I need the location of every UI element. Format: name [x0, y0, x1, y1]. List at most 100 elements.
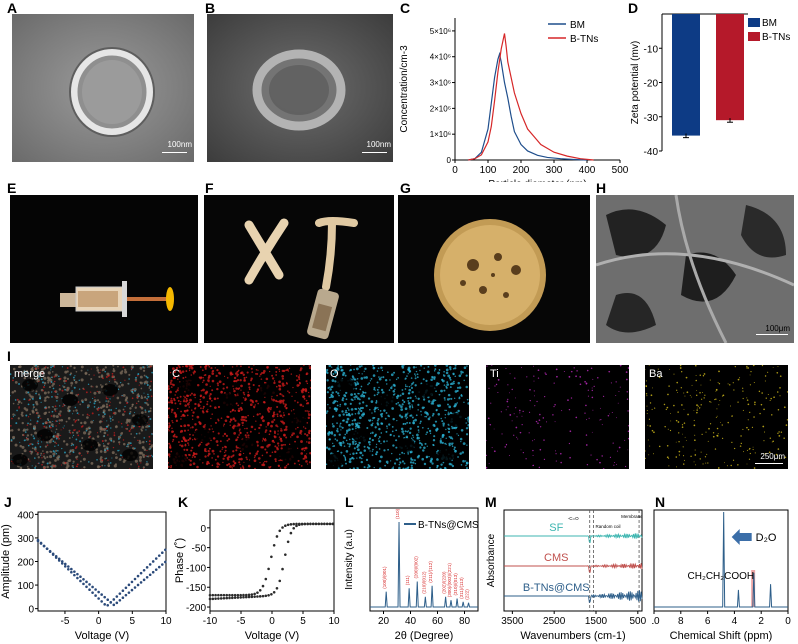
eds-o-dot	[414, 462, 417, 465]
eds-ba-dot	[758, 390, 761, 393]
eds-ti-dot	[585, 444, 588, 446]
eds-ti-dot	[584, 412, 586, 414]
eds-o-dot	[406, 375, 408, 377]
eds-merge-dot	[12, 413, 15, 416]
eds-merge-dot	[145, 441, 148, 443]
eds-merge-dot	[106, 420, 108, 422]
eds-o-dot	[347, 442, 349, 445]
eds-c-dot	[262, 371, 265, 375]
eds-ti-dot	[568, 442, 571, 445]
eds-ba-dot	[679, 367, 682, 369]
eds-merge-dot	[85, 427, 89, 431]
eds-ba-dot	[747, 367, 750, 369]
eds-merge-dot	[65, 454, 69, 458]
eds-merge-dot	[13, 438, 15, 440]
eds-merge-dot	[57, 434, 60, 437]
eds-o-dot	[367, 440, 371, 444]
eds-ti-dot	[532, 440, 534, 442]
eds-c-dot	[181, 440, 184, 443]
eds-merge-dot	[128, 430, 131, 433]
eds-ba-dot	[715, 390, 717, 392]
eds-merge-dot	[102, 411, 105, 414]
d-legend-swatch-1	[748, 32, 760, 41]
eds-c-dot	[213, 397, 217, 401]
eds-c-dot	[262, 438, 265, 441]
eds-o-dot	[387, 448, 390, 451]
eds-c-dot	[229, 410, 232, 413]
eds-o-dot	[354, 440, 357, 443]
eds-ti-dot	[486, 365, 488, 367]
eds-o-dot	[341, 397, 345, 400]
eds-o-dot	[416, 376, 419, 379]
eds-ba-dot	[703, 373, 706, 375]
eds-c-dot	[242, 452, 245, 455]
eds-ba-dot	[767, 394, 769, 396]
eds-o-dot	[336, 368, 340, 371]
eds-ti-dot	[486, 466, 488, 469]
eds-o-dot	[365, 376, 368, 379]
eds-c-dot	[188, 437, 192, 440]
eds-ba-dot	[701, 433, 703, 436]
eds-merge-pore	[22, 379, 38, 391]
eds-merge-dot	[140, 462, 142, 464]
eds-o-dot	[345, 411, 348, 414]
eds-ba-dot	[709, 379, 711, 381]
eds-c-dot	[264, 396, 266, 399]
eds-ba-dot	[777, 366, 779, 368]
eds-ba-dot	[749, 447, 751, 450]
eds-o-dot-pore	[327, 453, 345, 467]
photo-f-printed	[204, 195, 394, 343]
eds-ba-dot	[665, 408, 667, 411]
eds-merge-dot	[121, 395, 123, 397]
eds-ti-dot	[507, 384, 509, 386]
eds-c-dot	[308, 366, 311, 370]
eds-o-dot	[371, 419, 373, 422]
eds-ba-dot	[647, 439, 649, 441]
k-point	[256, 595, 259, 598]
eds-o-dot	[405, 385, 407, 388]
eds-c-dot	[279, 401, 282, 404]
eds-ba-dot	[777, 432, 779, 434]
eds-ba-dot	[707, 462, 709, 464]
eds-merge-dot	[105, 376, 108, 379]
eds-merge-dot	[15, 422, 18, 425]
eds-merge-dot	[48, 440, 52, 444]
eds-c-dot	[202, 388, 205, 392]
eds-c-dot	[239, 450, 242, 453]
eds-o-dot	[378, 448, 381, 450]
eds-o-dot	[407, 401, 411, 405]
eds-c-dot	[274, 458, 277, 461]
eds-o-dot	[409, 396, 412, 400]
eds-ba-dot	[786, 419, 788, 421]
eds-c-dot	[256, 440, 259, 444]
eds-o-dot	[400, 427, 404, 431]
eds-merge-dot	[115, 407, 117, 410]
eds-o-dot	[351, 419, 354, 422]
eds-o-dot	[345, 409, 348, 412]
eds-o-dot	[436, 458, 439, 461]
eds-o-dot	[398, 404, 401, 407]
eds-ti-dot	[552, 414, 554, 416]
eds-merge-dot	[75, 370, 78, 373]
eds-merge-dot	[109, 398, 111, 400]
eds-merge-dot	[95, 451, 99, 454]
eds-ba-dot	[750, 371, 752, 373]
eds-ti-dot	[576, 370, 578, 372]
eds-o-dot	[386, 425, 388, 428]
eds-c-dot	[169, 383, 172, 385]
eds-merge-dot	[129, 410, 132, 413]
eds-merge-dot	[31, 465, 33, 467]
eds-c-dot	[296, 401, 299, 404]
eds-ba-dot	[715, 416, 717, 418]
eds-o-dot	[351, 440, 355, 444]
eds-o-dot	[440, 463, 443, 466]
eds-merge-dot	[106, 449, 109, 452]
eds-merge-dot	[81, 468, 83, 469]
eds-merge-dot	[89, 435, 91, 438]
eds-merge-dot	[102, 409, 106, 413]
eds-ba-dot	[682, 433, 684, 435]
eds-o-dot	[370, 377, 373, 380]
eds-c-dot	[177, 407, 179, 410]
n-x-tick-label: 8	[678, 616, 684, 627]
eds-merge-dot	[50, 466, 54, 469]
